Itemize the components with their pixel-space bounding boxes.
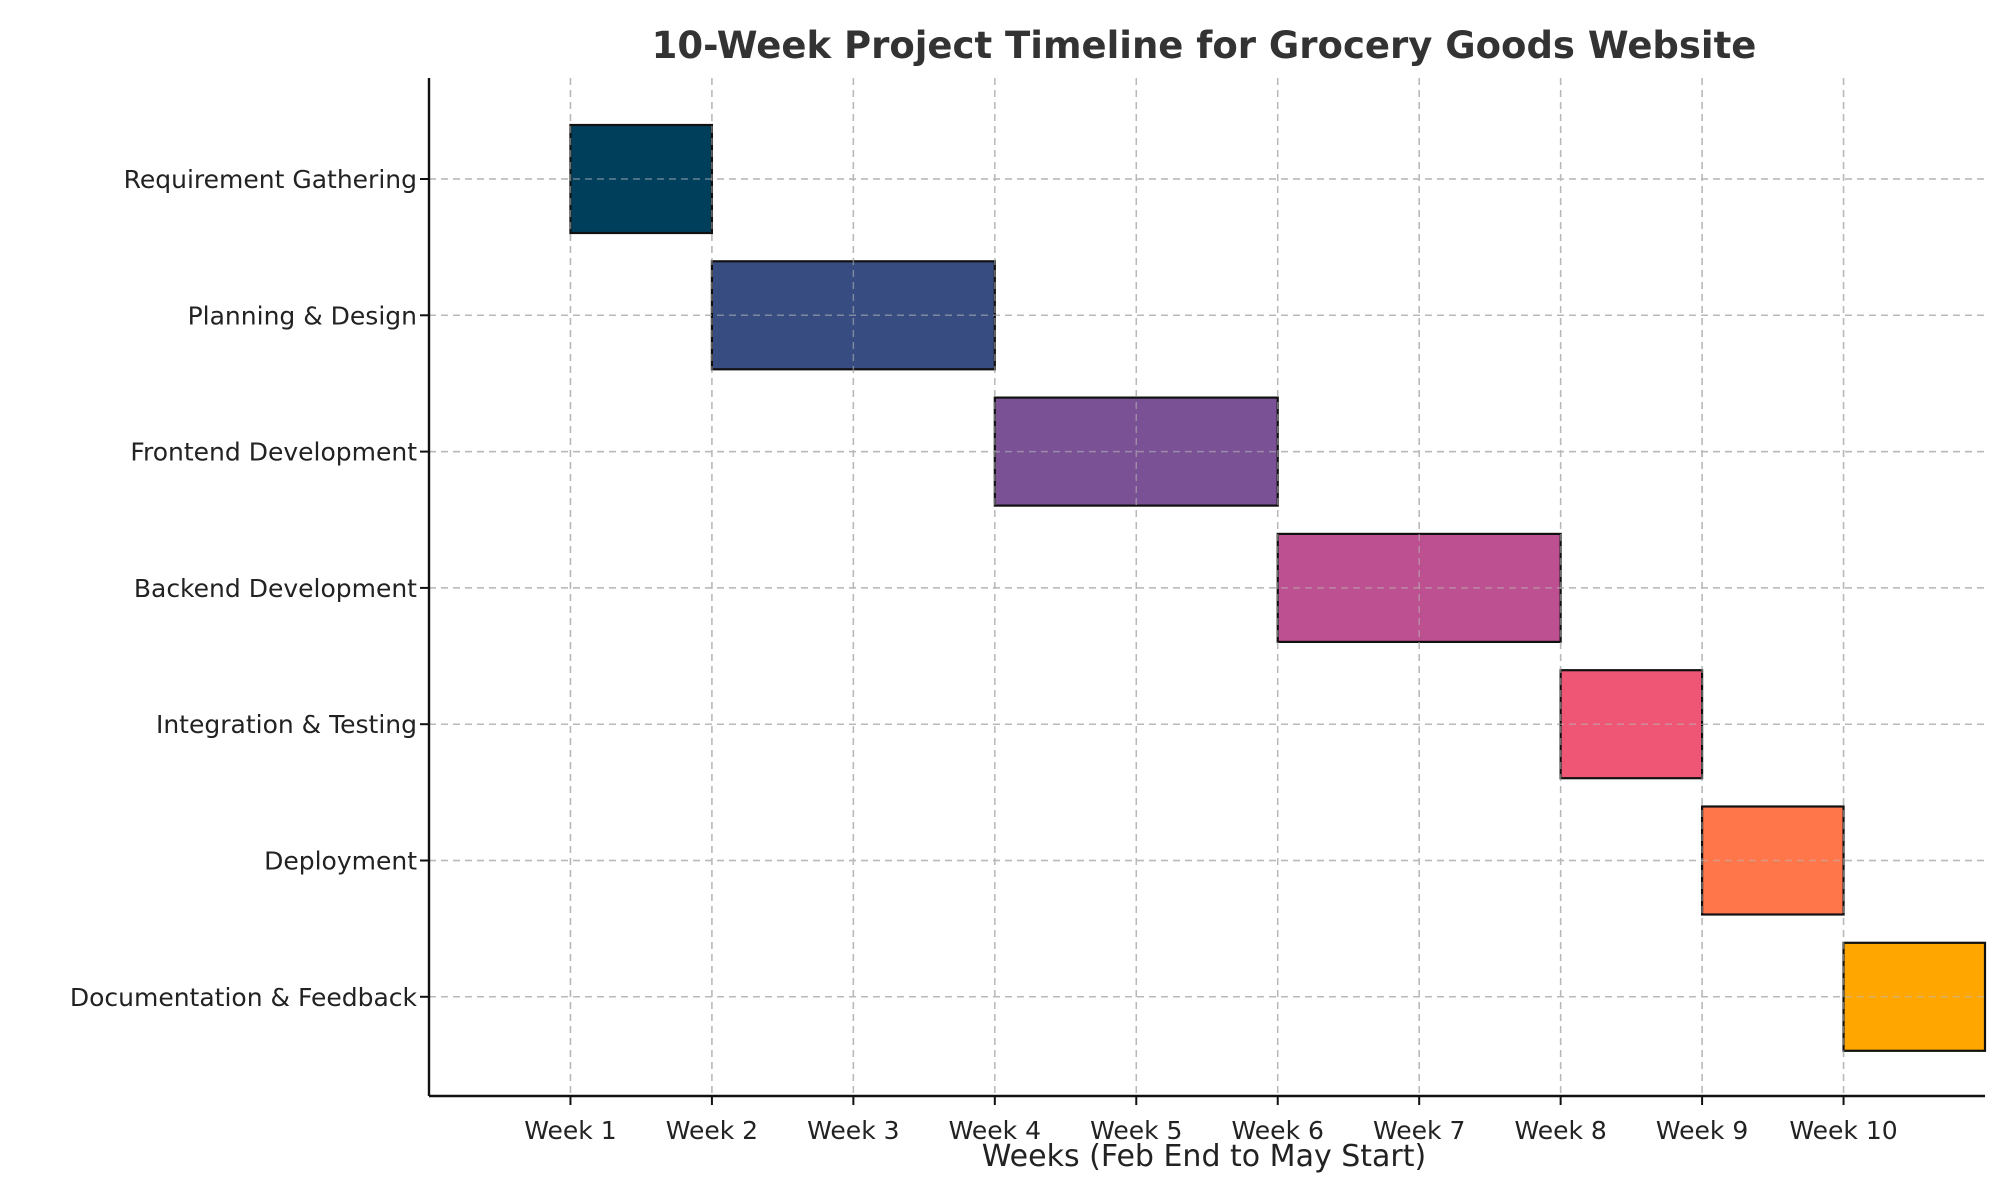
y-tick-label: Requirement Gathering	[124, 165, 417, 194]
x-tick-label: Week 9	[1656, 1116, 1748, 1145]
x-tick-label: Week 7	[1373, 1116, 1465, 1145]
y-tick-label: Integration & Testing	[156, 710, 417, 739]
chart-title: 10-Week Project Timeline for Grocery Goo…	[652, 24, 1757, 67]
x-tick-label: Week 5	[1090, 1116, 1182, 1145]
y-tick-label: Backend Development	[134, 574, 417, 603]
y-tick-label: Frontend Development	[130, 438, 417, 467]
x-tick-label: Week 8	[1514, 1116, 1606, 1145]
x-tick-label: Week 3	[807, 1116, 899, 1145]
x-tick-label: Week 1	[524, 1116, 616, 1145]
y-tick-label: Deployment	[264, 847, 417, 876]
x-tick-label: Week 6	[1232, 1116, 1324, 1145]
x-tick-label: Week 10	[1789, 1116, 1897, 1145]
y-tick-label: Planning & Design	[188, 301, 417, 330]
x-axis-label: Weeks (Feb End to May Start)	[982, 1139, 1426, 1174]
x-tick-label: Week 2	[666, 1116, 758, 1145]
bar-layer	[429, 78, 1987, 1096]
axis-layer: Week 1 Week 2 Week 3 Week 4 Week 5 Week 6 Week…	[70, 78, 1985, 1145]
x-tick-label: Week 4	[949, 1116, 1041, 1145]
task-bar	[1842, 941, 1987, 1052]
y-tick-label: Documentation & Feedback	[70, 983, 418, 1012]
